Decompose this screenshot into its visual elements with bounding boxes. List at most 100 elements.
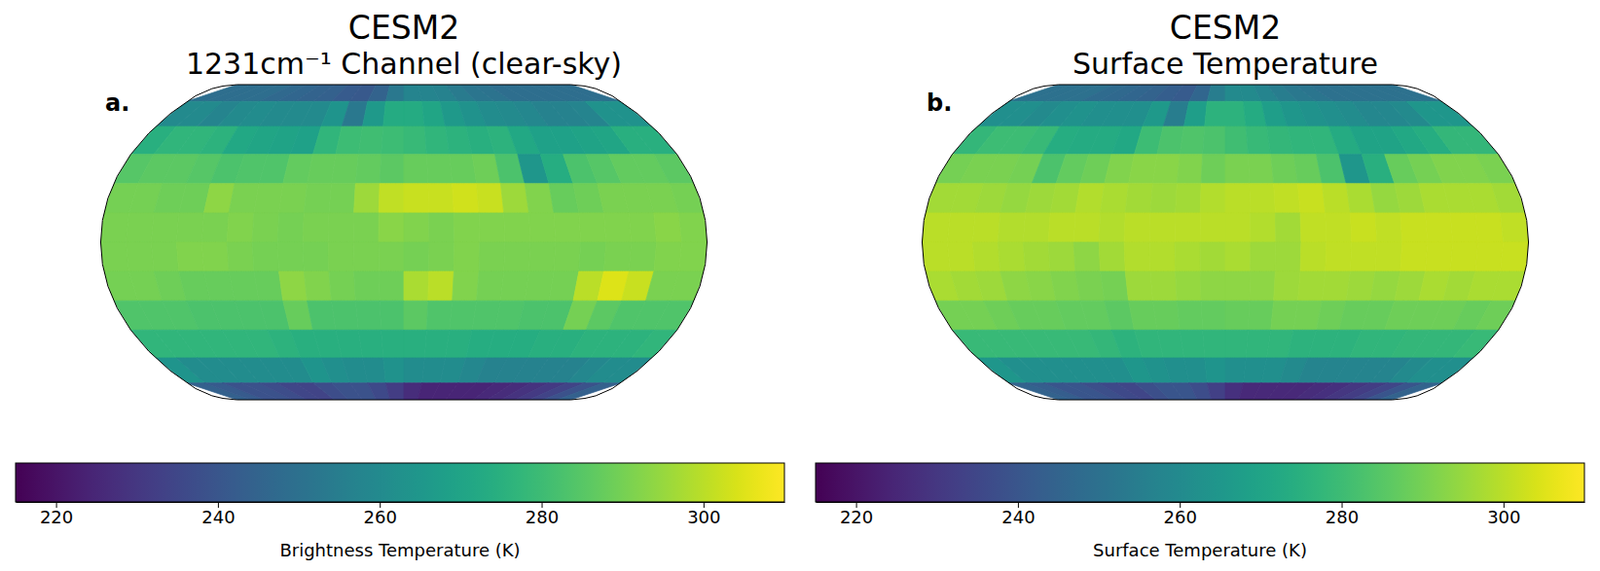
cell (429, 213, 455, 243)
cell (403, 358, 425, 384)
cell (1249, 183, 1276, 214)
cell (1450, 242, 1478, 272)
cell (1424, 358, 1474, 384)
colorbar (815, 463, 1585, 503)
cell (378, 183, 404, 214)
cell (478, 213, 506, 243)
cell (1300, 242, 1327, 272)
cell (307, 300, 336, 330)
cell (1022, 213, 1051, 243)
cell (1206, 84, 1226, 102)
cell (1321, 271, 1350, 301)
cell (1225, 242, 1251, 272)
cell (1225, 126, 1248, 155)
cell (679, 213, 708, 243)
cell (476, 271, 505, 301)
cell (125, 213, 154, 243)
cell (355, 300, 381, 330)
cell (378, 242, 404, 272)
cell (1098, 242, 1126, 272)
cell (1500, 213, 1529, 243)
cell (1176, 154, 1202, 184)
cell (1073, 242, 1100, 272)
cell (428, 271, 455, 301)
cell (150, 213, 179, 243)
cell (1200, 213, 1226, 243)
cell (1400, 213, 1428, 243)
cell (403, 300, 429, 330)
cell (1202, 329, 1226, 359)
cell (1271, 154, 1299, 184)
cell (328, 183, 356, 214)
cell (1225, 358, 1246, 384)
cell (252, 242, 279, 272)
cell (669, 271, 704, 301)
tick: 280 (525, 502, 559, 528)
cell (1375, 213, 1403, 243)
tick-label: 260 (1163, 507, 1198, 528)
tick: 260 (1163, 502, 1198, 528)
cell (403, 183, 430, 214)
cell (1475, 242, 1504, 272)
cell (1200, 271, 1226, 301)
cell (1250, 213, 1276, 243)
cell (1490, 183, 1526, 214)
cell (1225, 300, 1250, 330)
cell (1349, 242, 1377, 272)
cell (1174, 242, 1200, 272)
cell (381, 126, 404, 155)
cell (453, 242, 480, 272)
cell (504, 213, 531, 243)
cell (1225, 154, 1250, 184)
cell (328, 271, 356, 301)
cell (1125, 271, 1153, 301)
cell (426, 300, 452, 330)
cell (1022, 242, 1051, 272)
cell (1098, 213, 1126, 243)
cell (327, 213, 355, 243)
cell (1150, 271, 1177, 301)
tick: 240 (1001, 502, 1035, 528)
cell (603, 101, 653, 127)
cell (403, 329, 427, 359)
cell (277, 242, 304, 272)
cell (1183, 101, 1207, 127)
cell (1204, 358, 1226, 384)
cell (604, 242, 632, 272)
cell (358, 329, 384, 359)
cell (1425, 242, 1454, 272)
cell (176, 213, 204, 243)
cell (1225, 213, 1251, 243)
cell (1075, 271, 1105, 301)
cell (429, 242, 455, 272)
title: CESM2 (1169, 8, 1281, 47)
cell (1274, 213, 1302, 243)
cell (628, 242, 656, 272)
cell (679, 242, 708, 272)
cell (1175, 183, 1202, 214)
cell (1425, 213, 1454, 243)
cell (603, 358, 653, 384)
cell (362, 358, 386, 384)
cell (1149, 242, 1176, 272)
tick: 280 (1325, 502, 1359, 528)
cell (1273, 271, 1301, 301)
cell (277, 213, 304, 243)
cell (335, 126, 364, 155)
cell (1048, 242, 1076, 272)
cell (354, 183, 381, 214)
cell (1206, 383, 1226, 400)
tick-label: 280 (525, 507, 559, 528)
cell (1149, 213, 1176, 243)
cell (628, 213, 656, 243)
cell (379, 154, 404, 184)
cell (403, 101, 425, 127)
cell (921, 213, 950, 243)
cell (1073, 213, 1100, 243)
cell (426, 154, 452, 184)
tick-label: 260 (363, 507, 398, 528)
cell (1128, 154, 1158, 184)
cell (252, 213, 279, 243)
cell (579, 213, 607, 243)
cell (500, 271, 529, 301)
